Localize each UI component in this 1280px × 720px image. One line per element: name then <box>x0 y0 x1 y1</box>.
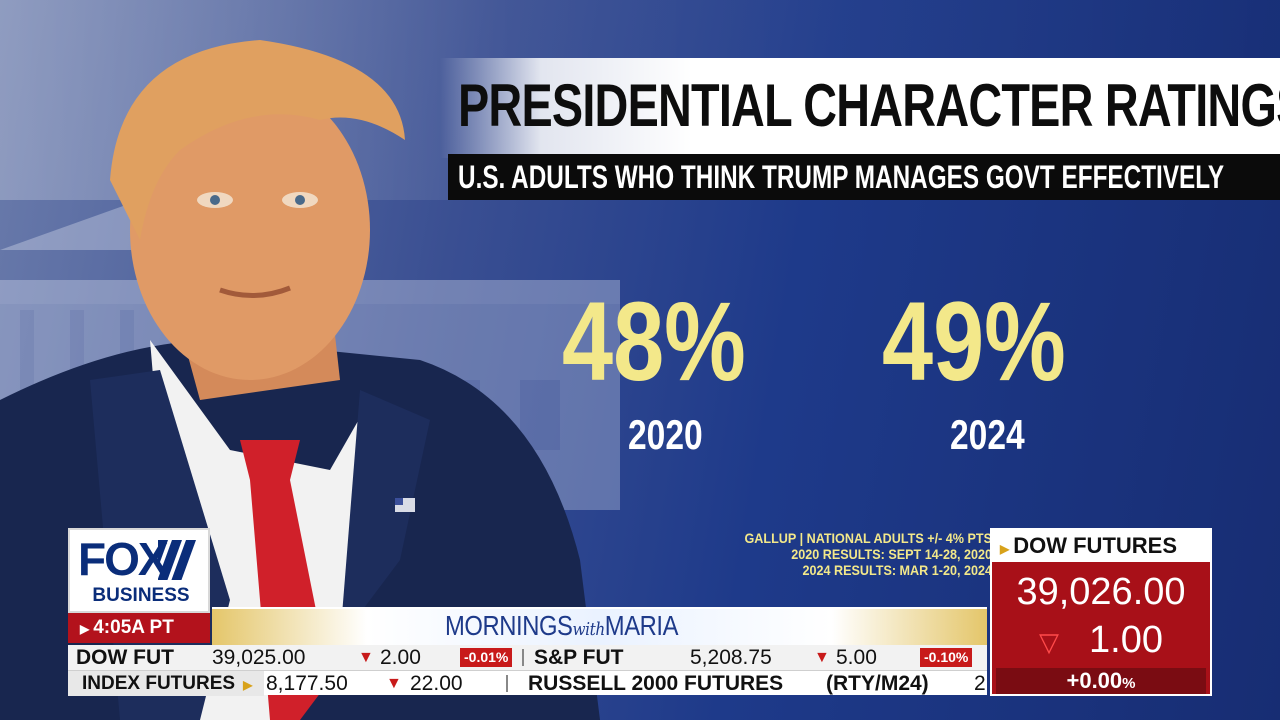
ticker-row-futures: DOW FUT 39,025.00 ▼ 2.00 -0.01% S&P FUT … <box>68 645 987 670</box>
logo-business-text: BUSINESS <box>92 585 190 606</box>
dow-box-title: ▶ DOW FUTURES <box>992 530 1210 562</box>
sp-fut-pct: -0.10% <box>920 648 973 667</box>
play-icon: ▶ <box>1000 542 1010 556</box>
play-icon: ▶ <box>243 678 253 692</box>
ticker-row-index: INDEX FUTURES ▶ 8,177.50 ▼ 22.00 RUSSELL … <box>68 670 987 696</box>
down-triangle-icon: ▽ <box>1039 626 1060 657</box>
source-line: 2024 RESULTS: MAR 1-20, 2024 <box>802 562 992 578</box>
stat-value-2024: 49% <box>882 279 1066 404</box>
title-band <box>440 58 1280 158</box>
russell-label: RUSSELL 2000 FUTURES <box>528 672 784 695</box>
ticker-separator <box>506 675 508 692</box>
dow-box-title-text: DOW FUTURES <box>1013 533 1177 558</box>
dow-box-change: 1.00 <box>1089 619 1163 661</box>
dow-fut-label: DOW FUT <box>76 646 174 669</box>
source-note: GALLUP | NATIONAL ADULTS +/- 4% PTS 2020… <box>662 530 993 578</box>
show-name-with: with <box>572 619 606 640</box>
index-change-1: 22.00 <box>410 672 463 695</box>
show-name: MORNINGSwithMARIA <box>445 607 700 645</box>
sp-fut-change: 5.00 <box>836 646 877 669</box>
dow-fut-value: 39,025.00 <box>212 646 306 669</box>
dow-box-pct: +0.00% <box>996 668 1206 694</box>
source-line: GALLUP | NATIONAL ADULTS +/- 4% PTS <box>744 530 993 546</box>
show-banner <box>212 607 987 645</box>
russell-symbol: (RTY/M24) <box>826 672 929 695</box>
index-futures-text: INDEX FUTURES <box>82 673 236 694</box>
dow-fut-pct: -0.01% <box>460 648 513 667</box>
dow-box-value: 39,026.00 <box>1016 571 1186 613</box>
dow-box-pct-value: +0.00 <box>1066 668 1123 693</box>
sp-fut-label: S&P FUT <box>534 646 624 669</box>
play-icon: ▶ <box>80 622 90 636</box>
stat-year-2024: 2024 <box>950 411 1025 458</box>
down-arrow-icon: ▼ <box>386 675 402 692</box>
stat-value-2020: 48% <box>562 279 746 404</box>
down-arrow-icon: ▼ <box>358 649 374 666</box>
subtitle-band <box>448 154 1280 200</box>
graphic-title: PRESIDENTIAL CHARACTER RATINGS <box>458 72 1280 139</box>
ticker-separator <box>522 649 524 666</box>
dow-fut-change: 2.00 <box>380 646 421 669</box>
show-name-part1: MORNINGS <box>445 610 573 641</box>
source-line: 2020 RESULTS: SEPT 14-28, 2020 <box>791 546 992 562</box>
index-futures-label: INDEX FUTURES ▶ <box>68 671 264 696</box>
russell-value: 2 <box>974 672 986 695</box>
time-text: 4:05A PT <box>93 617 174 638</box>
dow-box-pct-unit: % <box>1122 675 1136 692</box>
stat-year-2020: 2020 <box>628 411 703 458</box>
graphic-subtitle: U.S. ADULTS WHO THINK TRUMP MANAGES GOVT… <box>458 159 1225 195</box>
show-name-part2: MARIA <box>604 610 679 641</box>
dow-futures-box: ▶ DOW FUTURES 39,026.00 ▽ 1.00 +0.00% <box>990 528 1212 696</box>
index-value-1: 8,177.50 <box>266 672 348 695</box>
sp-fut-value: 5,208.75 <box>690 646 772 669</box>
logo-fox-text: FOX <box>78 533 169 585</box>
dow-box-change-row: ▽ 1.00 <box>992 618 1210 662</box>
time-display: ▶ 4:05A PT <box>68 613 210 643</box>
network-logo: FOX BUSINESS <box>68 528 210 613</box>
logo-bars-icon <box>158 540 196 580</box>
down-arrow-icon: ▼ <box>814 649 830 666</box>
